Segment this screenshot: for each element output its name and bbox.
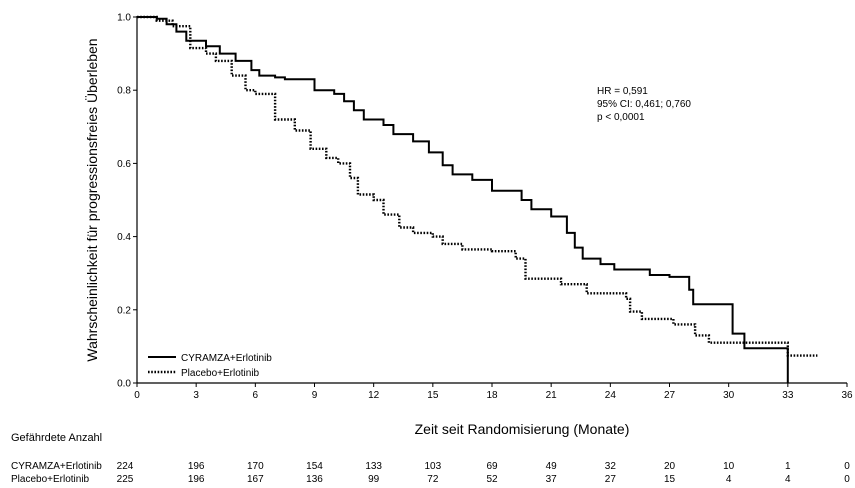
risk-table-cell: 103 xyxy=(424,461,441,472)
risk-table-cell: 4 xyxy=(785,474,791,485)
x-tick-label: 6 xyxy=(253,390,259,401)
x-tick-label: 21 xyxy=(546,390,558,401)
risk-table-cell: 49 xyxy=(546,461,558,472)
risk-table-cell: 99 xyxy=(368,474,380,485)
risk-table-cell: 27 xyxy=(605,474,617,485)
y-tick-label: 0.8 xyxy=(117,86,131,97)
hazard-ratio-text: HR = 0,591 xyxy=(597,86,648,97)
x-tick-label: 36 xyxy=(841,390,853,401)
risk-table-cell: 225 xyxy=(117,474,134,485)
legend-label-placebo: Placebo+Erlotinib xyxy=(181,368,260,379)
risk-table-cell: 133 xyxy=(365,461,382,472)
risk-table-cell: 52 xyxy=(486,474,498,485)
risk-row-label-placebo: Placebo+Erlotinib xyxy=(11,474,90,485)
risk-table-cell: 224 xyxy=(117,461,134,472)
x-tick-label: 33 xyxy=(782,390,794,401)
x-axis-title: Zeit seit Randomisierung (Monate) xyxy=(415,421,630,437)
risk-table-cell: 0 xyxy=(844,474,850,485)
curve-cyramza-erlotinib xyxy=(137,16,789,383)
x-tick-label: 27 xyxy=(664,390,676,401)
risk-table-cell: 154 xyxy=(306,461,323,472)
p-value-text: p < 0,0001 xyxy=(597,112,645,123)
y-tick-label: 0.6 xyxy=(117,159,131,170)
x-tick-label: 15 xyxy=(427,390,439,401)
x-tick-label: 9 xyxy=(312,390,318,401)
risk-table-title: Gefährdete Anzahl xyxy=(11,432,102,444)
risk-table-cell: 136 xyxy=(306,474,323,485)
risk-table-cell: 170 xyxy=(247,461,264,472)
risk-table-cell: 32 xyxy=(605,461,617,472)
risk-table-cell: 196 xyxy=(188,474,205,485)
y-axis-ticks: 0.0 0.2 0.4 0.6 0.8 1.0 xyxy=(117,13,137,390)
curve-placebo-erlotinib xyxy=(137,15,818,357)
x-tick-label: 0 xyxy=(134,390,140,401)
statistics-annotation: HR = 0,591 95% CI: 0,461; 0,760 p < 0,00… xyxy=(597,86,691,123)
x-tick-label: 30 xyxy=(723,390,735,401)
risk-table-cell: 10 xyxy=(723,461,735,472)
x-tick-label: 24 xyxy=(605,390,617,401)
y-axis-title: Wahrscheinlichkeit für progressionsfreie… xyxy=(83,38,100,361)
risk-table-cell: 0 xyxy=(844,461,850,472)
risk-table-cell: 196 xyxy=(188,461,205,472)
survival-curves xyxy=(137,15,818,383)
risk-table-cell: 167 xyxy=(247,474,264,485)
risk-table-cell: 15 xyxy=(664,474,676,485)
y-tick-label: 1.0 xyxy=(117,13,131,24)
y-tick-label: 0.2 xyxy=(117,305,131,316)
risk-table-cell: 69 xyxy=(486,461,498,472)
y-tick-label: 0.4 xyxy=(117,232,131,243)
risk-table-cell: 1 xyxy=(785,461,791,472)
legend: CYRAMZA+Erlotinib Placebo+Erlotinib xyxy=(148,353,272,379)
confidence-interval-text: 95% CI: 0,461; 0,760 xyxy=(597,99,691,110)
risk-table-cell: 37 xyxy=(546,474,558,485)
x-axis-ticks: 0 3 6 9 12 15 18 21 24 27 30 33 36 xyxy=(134,383,853,401)
risk-table-cell: 72 xyxy=(427,474,439,485)
x-tick-label: 3 xyxy=(193,390,199,401)
x-tick-label: 18 xyxy=(486,390,498,401)
risk-table-cell: 20 xyxy=(664,461,676,472)
y-tick-label: 0.0 xyxy=(117,379,131,390)
x-tick-label: 12 xyxy=(368,390,380,401)
risk-row-label-cyramza: CYRAMZA+Erlotinib xyxy=(11,461,102,472)
legend-label-cyramza: CYRAMZA+Erlotinib xyxy=(181,353,272,364)
risk-table-cell: 4 xyxy=(726,474,732,485)
axes xyxy=(136,16,847,384)
